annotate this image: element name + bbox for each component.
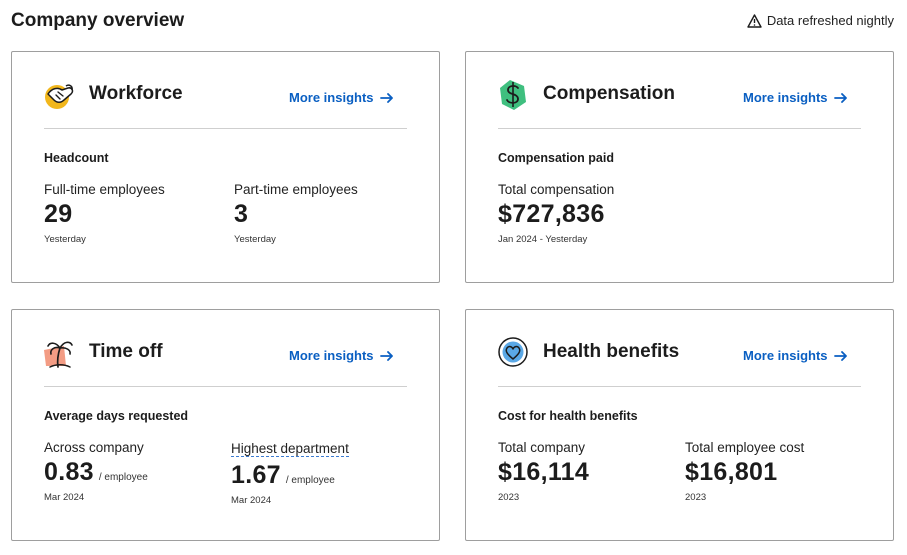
- time-off-more-insights-link[interactable]: More insights: [289, 348, 394, 363]
- health-more-insights-link[interactable]: More insights: [743, 348, 848, 363]
- metric-period: 2023: [498, 492, 520, 503]
- metric-across-company: Across company 0.83 / employee Mar 2024: [44, 440, 148, 503]
- time-off-card: Time off More insights Average days requ…: [11, 309, 440, 541]
- heart-icon: [496, 336, 532, 370]
- arrow-right-icon: [833, 92, 848, 103]
- arrow-right-icon: [379, 350, 394, 361]
- compensation-more-insights-link[interactable]: More insights: [743, 90, 848, 105]
- metric-unit: / employee: [98, 472, 148, 483]
- compensation-card: Compensation More insights Compensation …: [465, 51, 894, 283]
- metric-value: $16,114: [498, 458, 590, 486]
- arrow-right-icon: [833, 350, 848, 361]
- workforce-more-insights-link[interactable]: More insights: [289, 90, 394, 105]
- metric-value: 29: [44, 200, 73, 228]
- page-title: Company overview: [11, 10, 185, 31]
- dollar-icon: [496, 78, 532, 112]
- metric-highest-department: Highest department 1.67 / employee Mar 2…: [231, 440, 349, 506]
- metric-label: Total employee cost: [685, 440, 805, 455]
- divider: [44, 128, 407, 129]
- metric-value: 3: [234, 200, 249, 228]
- metric-label: Across company: [44, 440, 144, 455]
- section-label: Cost for health benefits: [498, 409, 638, 423]
- more-insights-label: More insights: [289, 90, 374, 105]
- health-benefits-card: Health benefits More insights Cost for h…: [465, 309, 894, 541]
- card-title: Workforce: [89, 83, 183, 104]
- metric-period: Mar 2024: [44, 492, 85, 503]
- metric-period: Yesterday: [234, 234, 276, 245]
- metric-value: $727,836: [498, 200, 605, 228]
- more-insights-label: More insights: [289, 348, 374, 363]
- warning-triangle-icon: [747, 13, 762, 28]
- metric-label: Full-time employees: [44, 182, 165, 197]
- metric-total-company: Total company $16,114 2023: [498, 440, 589, 503]
- metric-value: $16,801: [685, 458, 778, 486]
- metric-label: Total compensation: [498, 182, 615, 197]
- metric-value: 0.83: [44, 458, 94, 486]
- metric-total-employee-cost: Total employee cost $16,801 2023: [685, 440, 804, 503]
- highest-department-tooltip-trigger[interactable]: Highest department: [231, 441, 349, 457]
- refresh-note: Data refreshed nightly: [747, 13, 894, 28]
- metric-full-time: Full-time employees 29 Yesterday: [44, 182, 165, 245]
- palm-tree-icon: [42, 336, 78, 370]
- refresh-note-text: Data refreshed nightly: [766, 13, 894, 28]
- metric-period: Yesterday: [44, 234, 86, 245]
- handshake-icon: [42, 78, 78, 112]
- section-label: Compensation paid: [498, 151, 614, 165]
- metric-period: Jan 2024 - Yesterday: [498, 234, 588, 245]
- more-insights-label: More insights: [743, 90, 828, 105]
- metric-part-time: Part-time employees 3 Yesterday: [234, 182, 358, 245]
- card-title: Health benefits: [543, 341, 680, 362]
- workforce-card: Workforce More insights Headcount Full-t…: [11, 51, 440, 283]
- metric-label: Total company: [498, 440, 586, 455]
- section-label: Headcount: [44, 151, 109, 165]
- card-title: Compensation: [543, 83, 675, 104]
- divider: [498, 386, 861, 387]
- divider: [498, 128, 861, 129]
- metric-period: Mar 2024: [231, 495, 272, 506]
- card-title: Time off: [89, 341, 163, 362]
- metric-value: 1.67: [231, 461, 281, 489]
- metric-label: Part-time employees: [234, 182, 358, 197]
- section-label: Average days requested: [44, 409, 189, 423]
- metric-unit: / employee: [285, 475, 335, 486]
- divider: [44, 386, 407, 387]
- metric-total-compensation: Total compensation $727,836 Jan 2024 - Y…: [498, 182, 614, 245]
- metric-period: 2023: [685, 492, 707, 503]
- arrow-right-icon: [379, 92, 394, 103]
- more-insights-label: More insights: [743, 348, 828, 363]
